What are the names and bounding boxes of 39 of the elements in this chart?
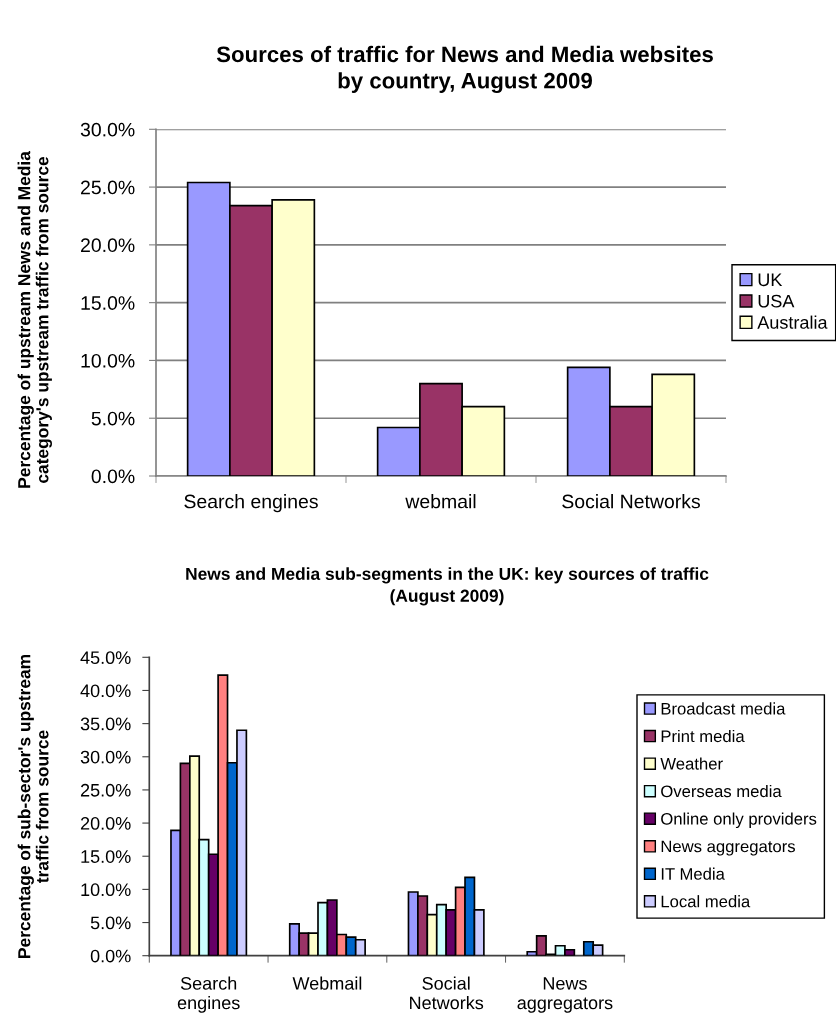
y-tick-label: 0.0%	[90, 949, 131, 963]
y-tick-label: 20.0%	[81, 238, 135, 253]
y-tick-label: 45.0%	[80, 651, 131, 665]
legend-label: IT Media	[661, 867, 725, 880]
legend-label: Online only providers	[661, 812, 817, 829]
legend-label: Weather	[660, 757, 723, 770]
y-tick-label: 10.0%	[81, 353, 135, 368]
chart-title: News and Media sub-segments in the UK: key sources of traffic (August 2009)	[186, 567, 709, 606]
y-tick-label: 15.0%	[81, 850, 131, 863]
y-tick-label: 35.0%	[80, 717, 131, 731]
y-tick-label: 15.0%	[81, 296, 135, 310]
legend-label: News aggregators	[661, 840, 795, 856]
y-tick-label: 25.0%	[81, 180, 135, 195]
x-tick-label: Search engines	[184, 494, 318, 513]
legend-label: Print media	[661, 729, 745, 743]
x-tick-label: Social Networks	[562, 494, 700, 509]
x-tick-label: Webmail	[292, 976, 362, 990]
y-axis-title: Percentage of upstream News and Media category's upstream traffic from source	[17, 151, 52, 488]
legend-label: Overseas media	[661, 784, 782, 798]
legend-label: USA	[758, 294, 795, 308]
y-tick-label: 10.0%	[81, 883, 131, 897]
x-tick-label: webmail	[405, 494, 476, 509]
legend-label: Australia	[757, 315, 828, 329]
y-tick-label: 0.0%	[91, 469, 135, 484]
x-tick-label: Search engines	[177, 976, 240, 1013]
y-axis-title: Percentage of sub-sector's upstream traffic from source	[17, 654, 49, 958]
y-tick-label: 5.0%	[90, 916, 131, 930]
x-tick-label: News aggregators	[517, 977, 613, 1013]
y-tick-label: 30.0%	[80, 750, 131, 764]
legend-label: UK	[758, 273, 783, 287]
x-tick-label: Social Networks	[410, 976, 484, 1010]
chart-title: Sources of traffic for News and Media websites by country, August 2009	[216, 45, 713, 94]
y-tick-label: 40.0%	[80, 684, 131, 698]
legend-label: Local media	[661, 895, 751, 908]
y-tick-label: 20.0%	[80, 817, 131, 830]
legend-label: Broadcast media	[661, 702, 786, 715]
y-tick-label: 25.0%	[80, 783, 131, 797]
y-tick-label: 30.0%	[80, 122, 135, 137]
y-tick-label: 5.0%	[91, 411, 135, 426]
